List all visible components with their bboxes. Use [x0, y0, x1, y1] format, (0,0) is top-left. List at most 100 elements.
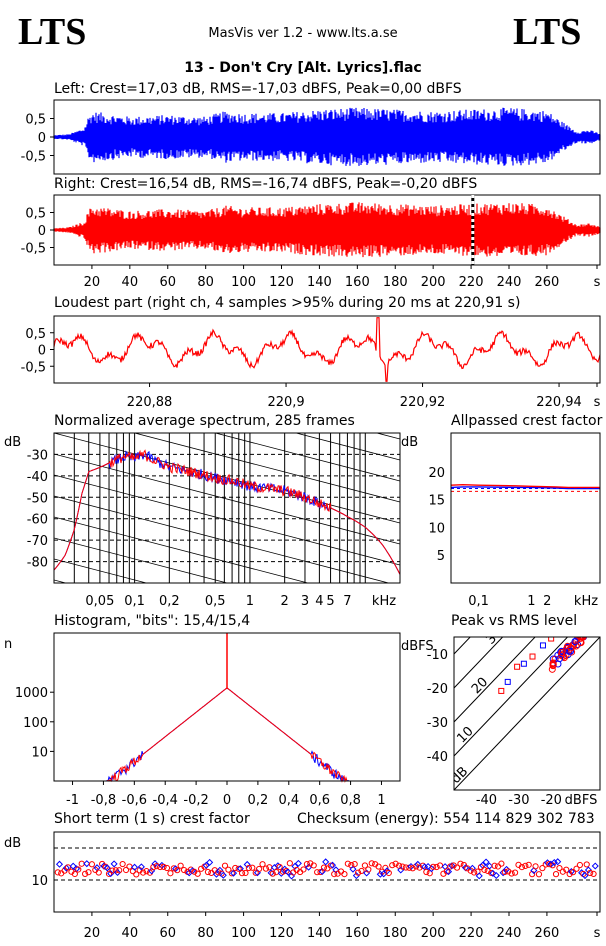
- short-term-crest-point-red: [423, 868, 430, 876]
- short-term-crest-point-blue: [485, 862, 494, 870]
- spectrum-slope-line: [54, 286, 400, 376]
- short-term-crest-xtick-label: 40: [122, 926, 139, 941]
- short-term-crest-frame: [53, 831, 601, 913]
- short-term-crest-point-red: [354, 869, 362, 876]
- histogram-xtick-label: 0,6: [309, 793, 330, 808]
- lts-logo-left: LTS: [18, 11, 87, 53]
- short-term-crest-point-red: [109, 867, 116, 874]
- short-term-crest-point-red: [460, 861, 467, 869]
- loudest-part-title: Loudest part (right ch, 4 samples >95% d…: [54, 295, 521, 311]
- short-term-crest-point-red: [317, 868, 324, 876]
- short-term-crest-point-blue: [475, 872, 483, 880]
- spectrum-slope-line: [375, 433, 400, 440]
- short-term-crest-point-red: [58, 870, 65, 877]
- histogram-ytick-label: 1000: [15, 686, 48, 701]
- spectrum-xtick-label: 0,05: [85, 594, 114, 609]
- loudest-part-xtick-label: s: [594, 395, 601, 410]
- peak-vs-rms-ytick-label: -40: [427, 750, 448, 765]
- histogram-xtick-label: 0,8: [340, 793, 361, 808]
- allpassed-crest-xtick-label: kHz: [574, 594, 598, 609]
- histogram-xtick-label: 0,4: [278, 793, 299, 808]
- short-term-crest-point-red: [177, 862, 184, 869]
- short-term-crest-point-blue: [229, 869, 238, 877]
- short-term-crest-point-blue: [294, 859, 302, 867]
- right-waveform-ytick-label: -0,5: [21, 242, 46, 257]
- histogram-ytick-label: 100: [23, 716, 48, 731]
- short-term-crest-point-blue: [363, 869, 371, 877]
- short-term-crest-point-blue: [407, 862, 415, 871]
- short-term-crest-point-red: [447, 863, 454, 870]
- short-term-crest-point-red: [324, 865, 331, 872]
- peak-vs-rms-point: [539, 642, 546, 649]
- peak-vs-rms-point: [520, 660, 527, 667]
- short-term-crest-point-red: [525, 861, 532, 868]
- short-term-crest-point-red: [262, 865, 270, 872]
- histogram-xtick-label: 0,2: [248, 793, 269, 808]
- short-term-crest-point-red: [232, 864, 239, 872]
- short-term-crest-point-red: [140, 869, 147, 876]
- short-term-crest-point-blue: [479, 861, 487, 869]
- short-term-crest-point-red: [488, 869, 495, 877]
- spectrum-ytick-label: -70: [27, 534, 48, 549]
- allpassed-crest-ytick-label: 10: [428, 521, 445, 536]
- short-term-crest-point-blue: [591, 862, 599, 870]
- short-term-crest-title: Short term (1 s) crest factor: [54, 811, 250, 827]
- loudest-part-ytick-label: 0,5: [25, 327, 46, 342]
- short-term-crest-point-red: [170, 865, 177, 872]
- short-term-crest-point-red: [126, 863, 133, 870]
- short-term-crest-xtick-label: 140: [307, 926, 332, 941]
- short-term-crest-point-red: [426, 870, 433, 877]
- short-term-crest-point-blue: [284, 868, 292, 876]
- short-term-crest-point-red: [351, 860, 358, 868]
- spectrum-xtick-label: 1: [246, 594, 254, 609]
- spectrum-xtick-label: kHz: [372, 594, 396, 609]
- short-term-crest-point-blue: [414, 860, 422, 868]
- short-term-crest-point-red: [167, 870, 174, 877]
- short-term-crest-xtick-label: 180: [383, 926, 408, 941]
- short-term-crest-point-red: [242, 869, 249, 877]
- histogram-xtick-label: -0,6: [122, 793, 147, 808]
- short-term-crest-xtick-label: 120: [269, 926, 294, 941]
- histogram-xtick-label: -1: [66, 793, 79, 808]
- short-term-crest-point-blue: [482, 858, 490, 866]
- right-waveform-xtick-label: 100: [231, 275, 256, 290]
- short-term-crest-point-red: [208, 869, 215, 876]
- right-waveform-signal: [53, 202, 601, 258]
- peak-vs-rms-diagonal: [454, 637, 504, 689]
- spectrum-slope-line: [133, 433, 400, 503]
- spectrum-slope-line: [54, 495, 391, 583]
- short-term-crest-point-red: [133, 871, 140, 878]
- short-term-crest-point-red: [300, 866, 307, 873]
- peak-vs-rms-point: [548, 637, 555, 642]
- short-term-crest-point-red: [389, 862, 396, 869]
- short-term-crest-point-blue: [462, 864, 470, 872]
- histogram-ytick-label: 10: [31, 745, 48, 760]
- short-term-crest-point-blue: [236, 865, 244, 873]
- short-term-crest-point-red: [573, 865, 580, 872]
- allpassed-crest-title: Allpassed crest factor: [451, 413, 603, 429]
- right-waveform-xtick-label: 80: [197, 275, 214, 290]
- spectrum-xtick-label: 0,5: [205, 594, 226, 609]
- short-term-crest-point-red: [276, 863, 283, 871]
- short-term-crest-point-blue: [110, 860, 118, 868]
- right-waveform-title: Right: Crest=16,54 dB, RMS=-16,74 dBFS, …: [54, 176, 478, 192]
- short-term-crest-point-red: [430, 863, 437, 870]
- peak-vs-rms-point: [529, 653, 536, 660]
- short-term-crest-point-red: [249, 864, 256, 871]
- spectrum-xtick-label: 7: [343, 594, 351, 609]
- short-term-crest-point-red: [174, 867, 181, 874]
- short-term-crest-point-blue: [137, 863, 145, 871]
- spectrum-xtick-label: 0,1: [124, 594, 145, 609]
- short-term-crest-point-red: [511, 869, 519, 876]
- peak-vs-rms-xtick-label: -30: [508, 793, 529, 808]
- peak-vs-rms-xtick-label: -40: [476, 793, 497, 808]
- right-waveform-xtick-label: s: [594, 275, 601, 290]
- short-term-crest-xtick-label: 100: [231, 926, 256, 941]
- peak-vs-rms-xtick-label: dBFS: [565, 793, 598, 808]
- short-term-crest-ylabel: dB: [4, 836, 21, 851]
- short-term-crest-point-red: [245, 864, 252, 872]
- short-term-crest-point-blue: [567, 868, 575, 876]
- short-term-crest-point-blue: [427, 865, 435, 873]
- right-waveform-xtick-label: 160: [345, 275, 370, 290]
